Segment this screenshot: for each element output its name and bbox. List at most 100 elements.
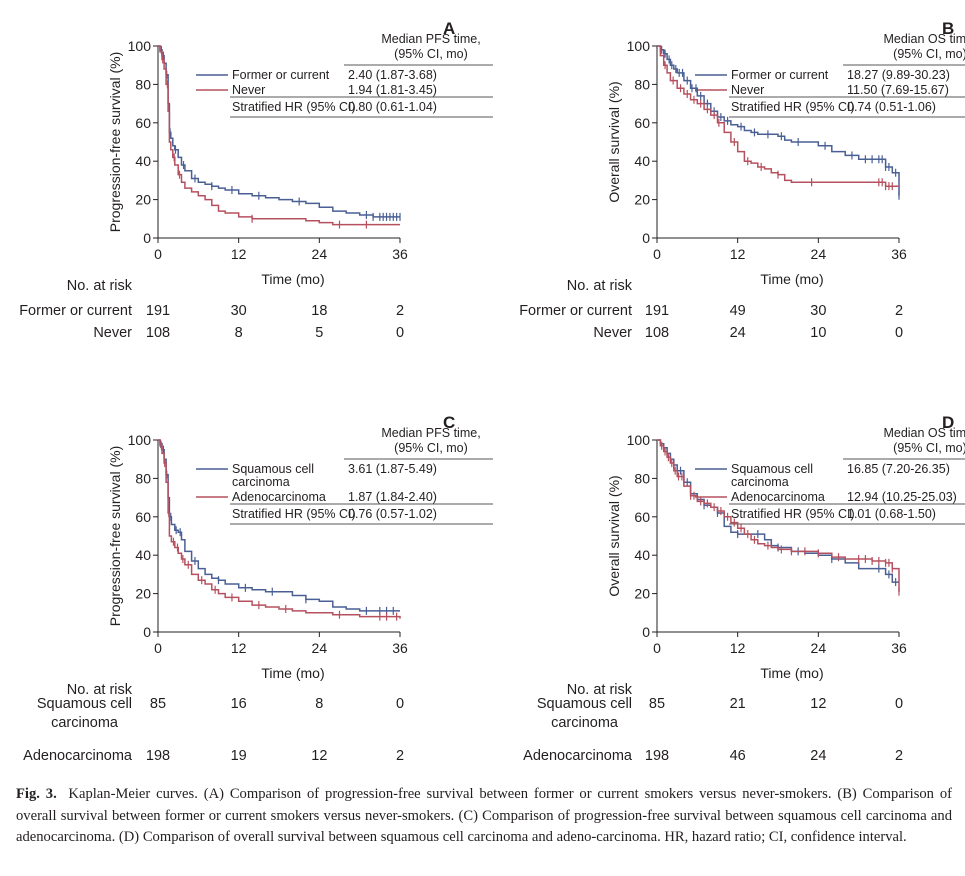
risk-value: 10 [810,325,826,341]
legend-series-name: Adenocarcinoma [232,490,326,504]
legend-hr-label: Stratified HR (95% CI) [731,507,855,521]
risk-value: 21 [730,696,746,712]
y-tick-label: 0 [642,230,650,246]
y-tick-label: 40 [135,547,151,563]
risk-value: 198 [645,748,669,764]
legend-series-name: Never [232,83,265,97]
risk-value: 8 [235,325,243,341]
risk-row-label: Never [93,325,132,341]
risk-value: 24 [730,325,746,341]
legend-series-name: Former or current [731,68,829,82]
km-curve-series2 [158,45,400,226]
panel-letter: C [443,413,455,432]
risk-value: 16 [231,696,247,712]
legend-series-name: Squamous cell [731,462,813,476]
x-tick-label: 24 [811,640,827,656]
y-tick-label: 0 [143,230,151,246]
panel-letter: A [443,19,455,38]
caption-text: Kaplan-Meier curves. (A) Comparison of p… [16,786,952,845]
figure-caption: Fig. 3. Kaplan-Meier curves. (A) Compari… [16,784,952,849]
x-tick-label: 36 [891,246,907,262]
risk-value: 5 [315,325,323,341]
risk-value: 2 [396,303,404,319]
x-tick-label: 36 [392,246,408,262]
y-tick-label: 80 [634,76,650,92]
y-tick-label: 40 [634,153,650,169]
y-tick-label: 20 [135,192,151,208]
risk-value: 0 [396,325,404,341]
y-tick-label: 100 [128,38,152,54]
y-tick-label: 0 [143,624,151,640]
legend-title-line2: (95% CI, mo) [394,441,468,455]
legend-hr-value: 0.76 (0.57-1.02) [348,507,437,521]
x-tick-label: 36 [891,640,907,656]
risk-value: 85 [649,696,665,712]
legend-series-name-line2: carcinoma [232,475,290,489]
risk-row-label: Never [593,325,632,341]
y-tick-label: 80 [634,470,650,486]
legend-series-median: 11.50 (7.69-15.67) [847,83,949,97]
x-tick-label: 0 [653,246,661,262]
x-tick-label: 0 [154,246,162,262]
legend-title-line1: Median OS time, [883,32,965,46]
y-axis-label: Overall survival (%) [606,81,622,202]
legend-title-line2: (95% CI, mo) [893,47,965,61]
risk-value: 12 [810,696,826,712]
legend-series-median: 1.87 (1.84-2.40) [348,490,437,504]
y-axis-label: Progression-free survival (%) [107,446,123,627]
risk-header: No. at risk [567,682,633,698]
risk-row-label: Squamous cell [37,696,132,712]
legend-title-line2: (95% CI, mo) [394,47,468,61]
risk-value: 0 [396,696,404,712]
legend-series-name-line2: carcinoma [731,475,789,489]
legend-title-line1: Median OS time, [883,426,965,440]
risk-header: No. at risk [567,278,633,294]
risk-value: 198 [146,748,170,764]
risk-value: 19 [231,748,247,764]
risk-value: 30 [231,303,247,319]
risk-value: 85 [150,696,166,712]
x-tick-label: 12 [231,640,247,656]
risk-value: 0 [895,696,903,712]
risk-value: 49 [730,303,746,319]
x-tick-label: 12 [231,246,247,262]
x-tick-label: 12 [730,246,746,262]
legend-hr-label: Stratified HR (95% CI) [731,100,855,114]
x-axis-label: Time (mo) [760,665,823,681]
legend-series-name: Never [731,83,764,97]
y-axis-label: Progression-free survival (%) [107,52,123,233]
y-axis-label: Overall survival (%) [606,475,622,596]
y-tick-label: 60 [634,509,650,525]
legend-title-line1: Median PFS time, [381,426,480,440]
risk-row-label-line2: carcinoma [51,715,119,731]
y-tick-label: 20 [135,586,151,602]
risk-value: 46 [730,748,746,764]
risk-row-label: Adenocarcinoma [523,748,633,764]
y-tick-label: 80 [135,76,151,92]
legend-series-median: 3.61 (1.87-5.49) [348,462,437,476]
legend-hr-label: Stratified HR (95% CI) [232,507,356,521]
legend-hr-value: 1.01 (0.68-1.50) [847,507,936,521]
risk-row-label: Former or current [519,303,632,319]
risk-header: No. at risk [67,682,133,698]
legend-title-line2: (95% CI, mo) [893,441,965,455]
x-tick-label: 24 [811,246,827,262]
risk-value: 12 [311,748,327,764]
legend-series-name: Former or current [232,68,330,82]
x-axis-label: Time (mo) [760,271,823,287]
x-axis-label: Time (mo) [261,665,324,681]
y-tick-label: 40 [634,547,650,563]
x-tick-label: 24 [312,246,328,262]
legend-series-name: Adenocarcinoma [731,490,825,504]
risk-row-label-line2: carcinoma [551,715,619,731]
risk-value: 108 [645,325,669,341]
panel-letter: D [942,413,954,432]
y-tick-label: 80 [135,470,151,486]
legend-series-median: 2.40 (1.87-3.68) [348,68,437,82]
y-tick-label: 60 [634,115,650,131]
x-tick-label: 0 [154,640,162,656]
